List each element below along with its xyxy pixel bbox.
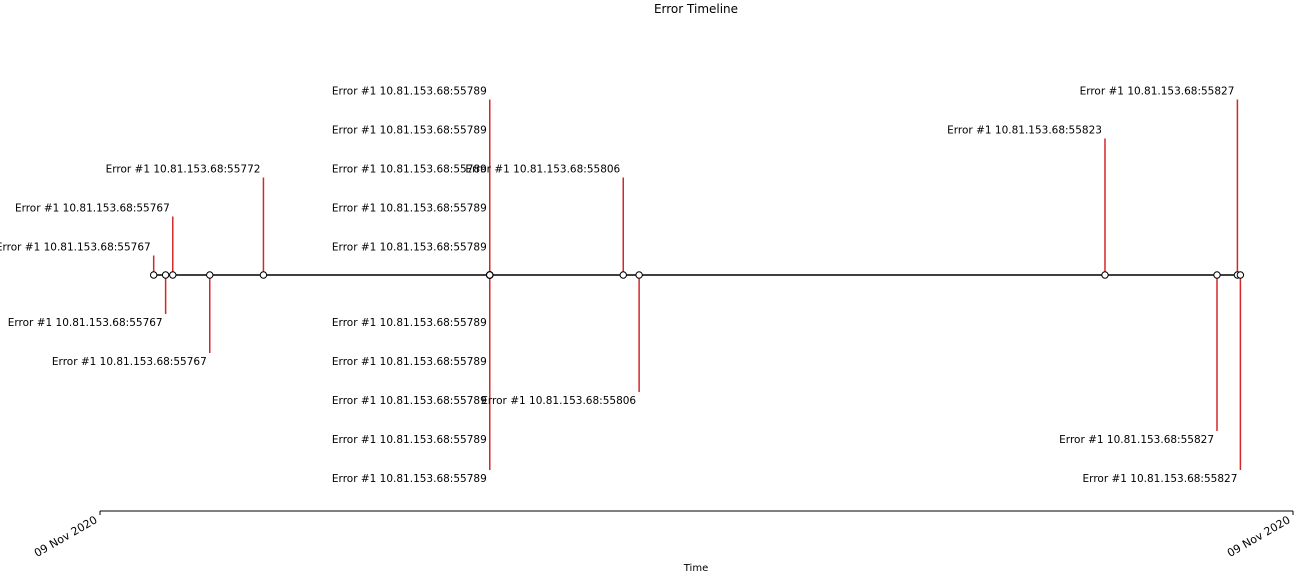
- event-marker: [486, 271, 494, 279]
- event-label: Error #1 10.81.153.68:55806: [465, 164, 620, 176]
- event-label: Error #1 10.81.153.68:55789: [332, 203, 487, 215]
- event-marker: [161, 271, 170, 279]
- event-marker: [259, 271, 268, 279]
- event-label: Error #1 10.81.153.68:55823: [947, 125, 1102, 137]
- event-label: Error #1 10.81.153.68:55789: [332, 473, 487, 485]
- event-label: Error #1 10.81.153.68:55827: [1083, 473, 1238, 485]
- x-tick-label-right: 09 Nov 2020: [1225, 513, 1293, 559]
- event-labels: Error #1 10.81.153.68:55767 Error #1 10.8…: [0, 86, 1237, 486]
- event-marker: [149, 271, 158, 279]
- event-label: Error #1 10.81.153.68:55767: [0, 242, 151, 254]
- event-label: Error #1 10.81.153.68:55789: [332, 86, 487, 98]
- event-label: Error #1 10.81.153.68:55767: [15, 203, 170, 215]
- event-label: Error #1 10.81.153.68:55827: [1080, 86, 1235, 98]
- event-marker: [206, 271, 214, 279]
- event-marker: [169, 271, 177, 279]
- event-label: Error #1 10.81.153.68:55767: [8, 317, 163, 329]
- event-label: Error #1 10.81.153.68:55789: [332, 317, 487, 329]
- event-markers: [149, 271, 1245, 279]
- event-label: Error #1 10.81.153.68:55806: [481, 395, 636, 407]
- event-marker: [619, 271, 627, 279]
- event-marker: [1213, 271, 1221, 279]
- chart-title: Error Timeline: [654, 2, 738, 16]
- event-label: Error #1 10.81.153.68:55789: [332, 125, 487, 137]
- event-label: Error #1 10.81.153.68:55827: [1059, 434, 1214, 446]
- event-label: Error #1 10.81.153.68:55789: [332, 356, 487, 368]
- event-label: Error #1 10.81.153.68:55767: [52, 356, 207, 368]
- event-stems: [152, 99, 1242, 470]
- event-label: Error #1 10.81.153.68:55772: [106, 164, 261, 176]
- event-label: Error #1 10.81.153.68:55789: [332, 242, 487, 254]
- x-axis-label: Time: [683, 563, 708, 574]
- event-label: Error #1 10.81.153.68:55789: [332, 434, 487, 446]
- x-tick-label-left: 09 Nov 2020: [32, 513, 100, 559]
- event-label: Error #1 10.81.153.68:55789: [332, 164, 487, 176]
- event-marker: [1236, 271, 1245, 279]
- event-marker: [1101, 271, 1109, 279]
- event-marker: [635, 271, 643, 279]
- event-label: Error #1 10.81.153.68:55789: [332, 395, 487, 407]
